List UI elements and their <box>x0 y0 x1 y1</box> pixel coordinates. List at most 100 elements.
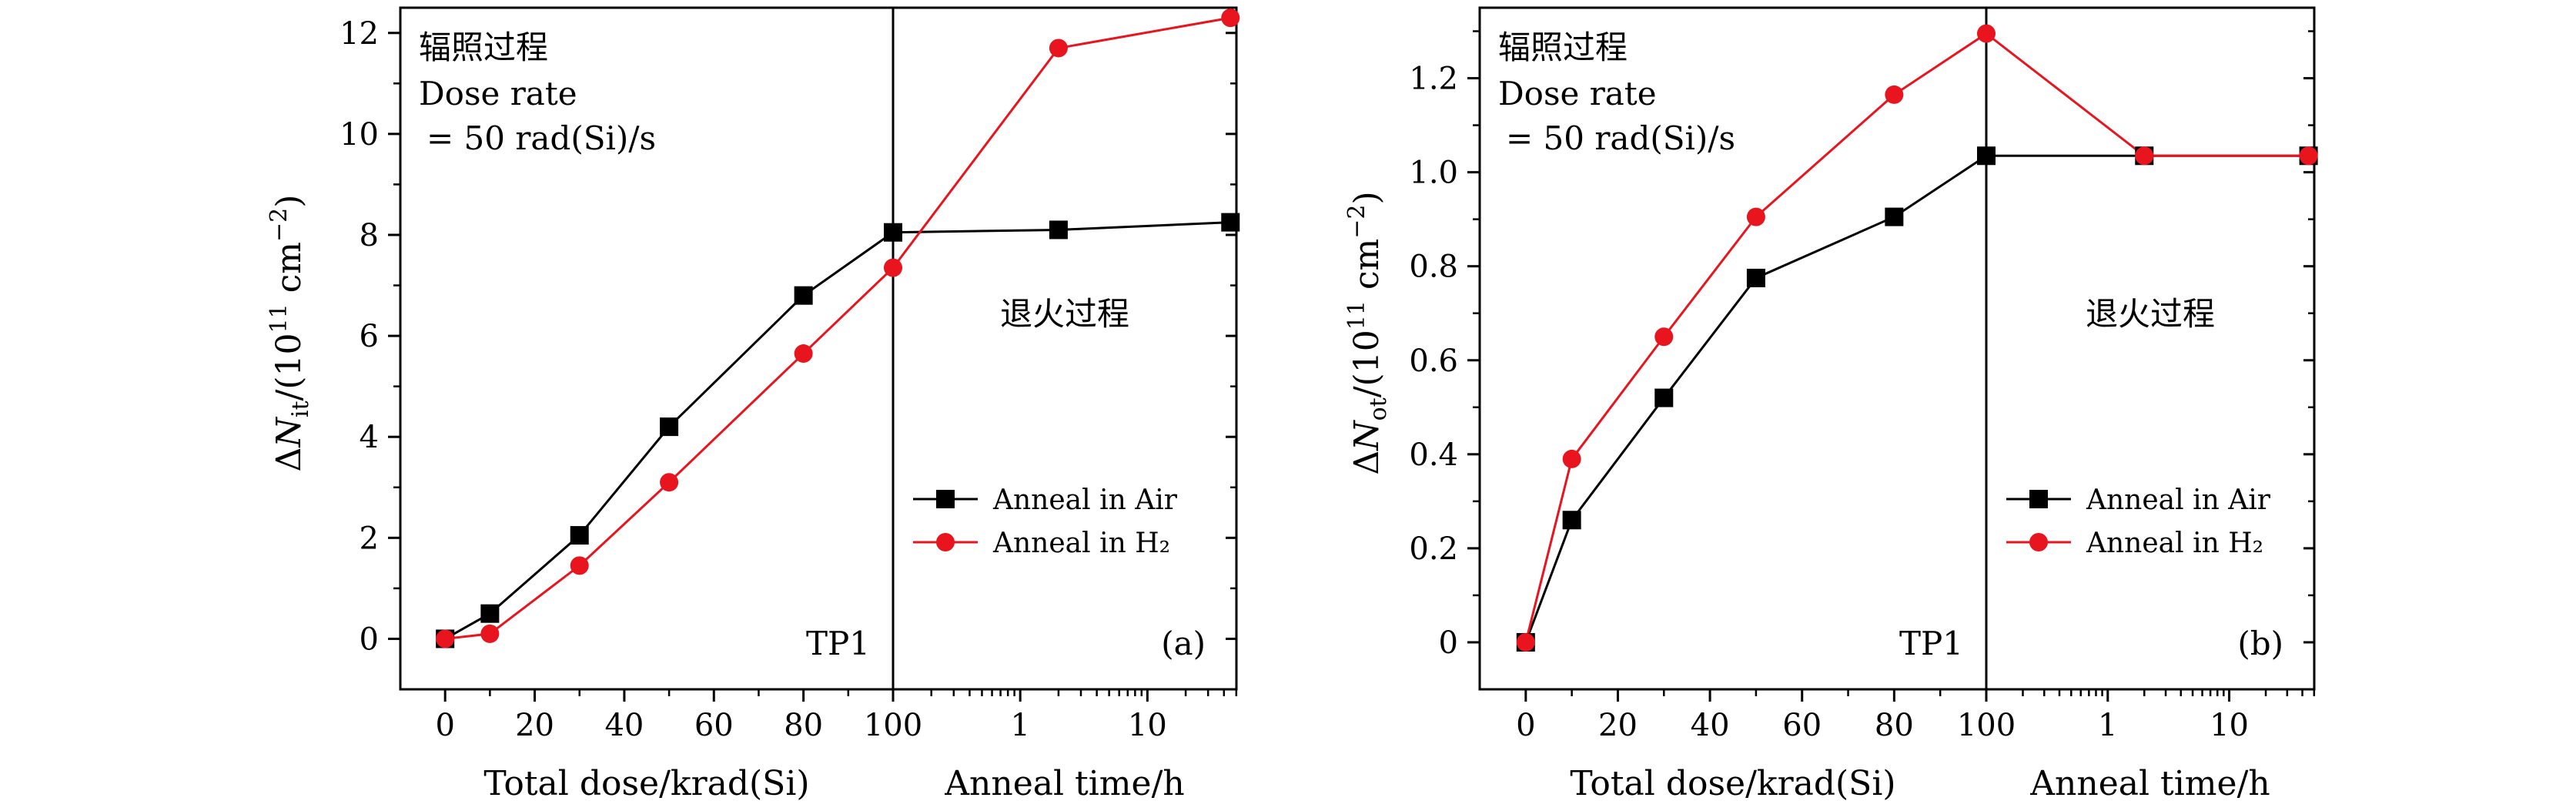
dose-rate-value: = 50 rad(Si)/s <box>1506 119 1735 157</box>
legend-entry: Anneal in H₂ <box>2086 528 2263 559</box>
y-title-symbol: N <box>269 417 309 448</box>
log-x-tick-label: 10 <box>1128 708 1167 743</box>
y-title-symbol: N <box>1347 420 1387 451</box>
plot-frame <box>1478 6 2316 691</box>
dose-rate-label: Dose rate <box>419 75 577 112</box>
data-point-irradiation-1 <box>794 344 813 364</box>
legend-entry: Anneal in Air <box>992 484 1178 516</box>
dose-rate-label: Dose rate <box>1498 75 1657 112</box>
y-tick-label: 1.0 <box>1409 156 1458 191</box>
y-axis-title: ΔNot/(1011 cm−2) <box>1343 191 1392 474</box>
data-point-irradiation-1 <box>570 556 589 575</box>
data-point-irradiation-1 <box>1562 449 1581 468</box>
x-tick-label: 100 <box>864 708 922 743</box>
x-axis-title-anneal: Anneal time/h <box>2029 764 2270 803</box>
y-tick-label: 12 <box>340 16 379 52</box>
y-tick-label: 4 <box>360 420 379 455</box>
legend-marker-square <box>936 490 955 508</box>
data-point-anneal-1 <box>1049 39 1068 58</box>
legend: Anneal in Air Anneal in H₂ <box>913 484 1178 559</box>
legend-entry: Anneal in H₂ <box>992 528 1170 559</box>
data-point-irradiation-1 <box>1977 24 1996 43</box>
y-title-subscript: ot <box>1365 397 1392 421</box>
dose-rate-value: = 50 rad(Si)/s <box>427 119 656 157</box>
data-point-irradiation-0 <box>884 223 902 242</box>
x-tick-label: 40 <box>604 708 644 743</box>
y-title-unit-suffix: ) <box>269 195 309 208</box>
data-point-anneal-1 <box>2135 146 2154 166</box>
y-tick-label: 0.8 <box>1409 250 1458 285</box>
panel-label: (a) <box>1161 625 1206 662</box>
y-title-unit: cm <box>269 242 309 303</box>
y-title-unit: cm <box>1347 239 1387 300</box>
x-tick-label: 80 <box>1875 708 1914 743</box>
data-point-irradiation-1 <box>1885 85 1904 104</box>
y-tick-label: 0 <box>360 622 379 657</box>
y-tick-label: 0 <box>1439 625 1458 661</box>
x-axis-title-dose: Total dose/krad(Si) <box>483 764 809 803</box>
series-line-0 <box>444 221 1231 640</box>
data-point-irradiation-0 <box>480 604 500 623</box>
irradiation-label: 辐照过程 <box>419 28 548 66</box>
data-point-irradiation-1 <box>436 629 455 648</box>
x-tick-label: 60 <box>1782 708 1822 743</box>
series-line-0 <box>1524 154 2309 643</box>
irradiation-label: 辐照过程 <box>1498 28 1628 66</box>
data-point-irradiation-0 <box>570 526 589 545</box>
x-tick-label: 0 <box>1516 708 1535 743</box>
x-tick-label: 0 <box>435 708 454 743</box>
y-axis-title: ΔNit/(1011 cm−2) <box>266 195 314 472</box>
data-point-irradiation-0 <box>1977 146 1996 166</box>
data-point-anneal-0 <box>1221 213 1240 232</box>
x-tick-label: 40 <box>1691 708 1730 743</box>
data-point-irradiation-1 <box>884 258 902 277</box>
legend: Anneal in Air Anneal in H₂ <box>2006 484 2271 559</box>
data-point-anneal-0 <box>1049 220 1068 240</box>
y-tick-label: 2 <box>360 521 379 556</box>
x-axis-title-anneal: Anneal time/h <box>944 764 1184 803</box>
legend-entry: Anneal in Air <box>2086 484 2271 516</box>
data-point-irradiation-0 <box>794 286 813 305</box>
sample-label: TP1 <box>806 625 870 662</box>
data-point-irradiation-0 <box>660 417 679 437</box>
y-title-delta: Δ <box>1347 451 1387 475</box>
data-point-irradiation-1 <box>1516 632 1535 652</box>
y-title-exponent-2: −2 <box>266 208 293 242</box>
y-title-unit-prefix: /(10 <box>269 333 309 401</box>
plot-frame <box>399 6 1238 691</box>
log-x-tick-label: 1 <box>1010 708 1029 743</box>
y-tick-label: 8 <box>360 218 379 253</box>
data-point-irradiation-0 <box>1654 388 1674 407</box>
y-title-subscript: it <box>287 401 314 418</box>
x-tick-label: 20 <box>1598 708 1638 743</box>
data-point-irradiation-1 <box>480 624 500 643</box>
data-point-irradiation-0 <box>1885 207 1904 226</box>
y-tick-label: 0.6 <box>1409 344 1458 379</box>
y-title-unit-suffix: ) <box>1347 191 1387 204</box>
data-point-irradiation-1 <box>1654 327 1674 347</box>
data-point-anneal-1 <box>1221 8 1240 28</box>
data-point-anneal-1 <box>2299 146 2318 166</box>
chart-panel-b: 0 0.2 0.4 0.6 0.8 1.0 1.2 0 20 40 60 80 100 1 10 Total … <box>1343 6 2318 803</box>
chart-panel-a: 0 2 4 6 8 10 12 0 20 40 60 80 100 1 10 Total dose/krad(… <box>266 6 1240 803</box>
x-tick-label: 80 <box>784 708 823 743</box>
panel-label: (b) <box>2237 625 2283 662</box>
data-point-irradiation-1 <box>660 473 679 492</box>
y-tick-label: 0.2 <box>1409 531 1458 567</box>
y-tick-label: 1.2 <box>1409 62 1458 97</box>
data-point-irradiation-0 <box>1746 268 1765 287</box>
legend-marker-square <box>2029 490 2048 508</box>
anneal-label: 退火过程 <box>1000 295 1129 333</box>
y-title-exponent-2: −2 <box>1343 205 1370 239</box>
y-tick-label: 0.4 <box>1409 437 1458 473</box>
x-axis-title-dose: Total dose/krad(Si) <box>1570 764 1895 803</box>
y-tick-label: 6 <box>360 319 379 354</box>
legend-marker-circle <box>2029 533 2048 551</box>
y-title-unit-prefix: /(10 <box>1347 330 1387 397</box>
data-point-irradiation-0 <box>1562 511 1581 530</box>
y-title-delta: Δ <box>269 447 309 472</box>
y-title-exponent: 11 <box>1343 300 1370 330</box>
legend-marker-circle <box>936 533 955 551</box>
x-tick-label: 60 <box>694 708 734 743</box>
